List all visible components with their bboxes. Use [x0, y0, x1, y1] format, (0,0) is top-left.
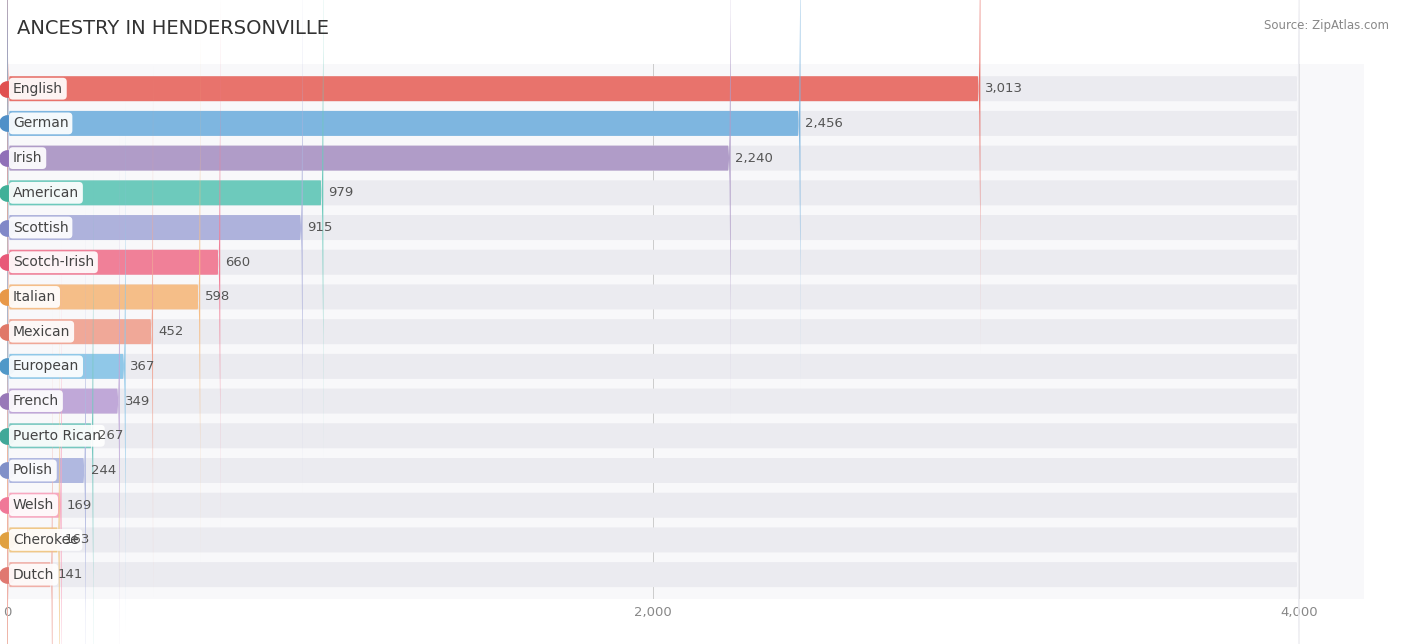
Text: 349: 349: [125, 395, 150, 408]
Text: Welsh: Welsh: [13, 498, 53, 512]
Text: 244: 244: [91, 464, 115, 477]
Text: Puerto Rican: Puerto Rican: [13, 429, 101, 443]
FancyBboxPatch shape: [7, 136, 120, 644]
FancyBboxPatch shape: [7, 32, 1299, 562]
Text: 169: 169: [66, 498, 91, 512]
Text: German: German: [13, 117, 69, 130]
FancyBboxPatch shape: [7, 0, 221, 527]
FancyBboxPatch shape: [7, 240, 62, 644]
FancyBboxPatch shape: [7, 0, 1299, 527]
FancyBboxPatch shape: [7, 0, 1299, 493]
FancyBboxPatch shape: [7, 171, 93, 644]
Text: 267: 267: [98, 430, 124, 442]
Text: 367: 367: [131, 360, 156, 373]
FancyBboxPatch shape: [7, 205, 1299, 644]
Text: European: European: [13, 359, 79, 374]
FancyBboxPatch shape: [7, 66, 153, 597]
Text: French: French: [13, 394, 59, 408]
Text: Dutch: Dutch: [13, 567, 55, 582]
FancyBboxPatch shape: [7, 310, 1299, 644]
Text: Italian: Italian: [13, 290, 56, 304]
FancyBboxPatch shape: [7, 171, 1299, 644]
Text: 2,456: 2,456: [806, 117, 844, 130]
FancyBboxPatch shape: [7, 66, 1299, 597]
Text: Source: ZipAtlas.com: Source: ZipAtlas.com: [1264, 19, 1389, 32]
FancyBboxPatch shape: [7, 0, 800, 388]
FancyBboxPatch shape: [7, 0, 302, 493]
Text: 141: 141: [58, 568, 83, 581]
Text: 163: 163: [65, 533, 90, 546]
FancyBboxPatch shape: [7, 0, 323, 458]
FancyBboxPatch shape: [7, 0, 1299, 388]
Text: Mexican: Mexican: [13, 325, 70, 339]
Text: 3,013: 3,013: [986, 82, 1024, 95]
FancyBboxPatch shape: [7, 0, 731, 423]
FancyBboxPatch shape: [7, 101, 125, 632]
Text: 598: 598: [205, 290, 231, 303]
Text: Irish: Irish: [13, 151, 42, 165]
FancyBboxPatch shape: [7, 136, 1299, 644]
Text: ANCESTRY IN HENDERSONVILLE: ANCESTRY IN HENDERSONVILLE: [17, 19, 329, 39]
FancyBboxPatch shape: [7, 275, 59, 644]
FancyBboxPatch shape: [7, 310, 52, 644]
Text: Scotch-Irish: Scotch-Irish: [13, 255, 94, 269]
Text: 660: 660: [225, 256, 250, 269]
FancyBboxPatch shape: [7, 0, 1299, 354]
FancyBboxPatch shape: [7, 0, 1299, 458]
Text: English: English: [13, 82, 63, 96]
FancyBboxPatch shape: [7, 240, 1299, 644]
FancyBboxPatch shape: [7, 0, 1299, 423]
Text: 452: 452: [157, 325, 183, 338]
Text: American: American: [13, 186, 79, 200]
Text: Polish: Polish: [13, 464, 53, 477]
Text: Cherokee: Cherokee: [13, 533, 79, 547]
FancyBboxPatch shape: [7, 205, 86, 644]
FancyBboxPatch shape: [7, 101, 1299, 632]
Text: Scottish: Scottish: [13, 220, 69, 234]
FancyBboxPatch shape: [7, 275, 1299, 644]
Text: 2,240: 2,240: [735, 151, 773, 165]
FancyBboxPatch shape: [7, 32, 200, 562]
FancyBboxPatch shape: [7, 0, 980, 354]
Text: 979: 979: [328, 186, 353, 200]
Text: 915: 915: [308, 221, 333, 234]
